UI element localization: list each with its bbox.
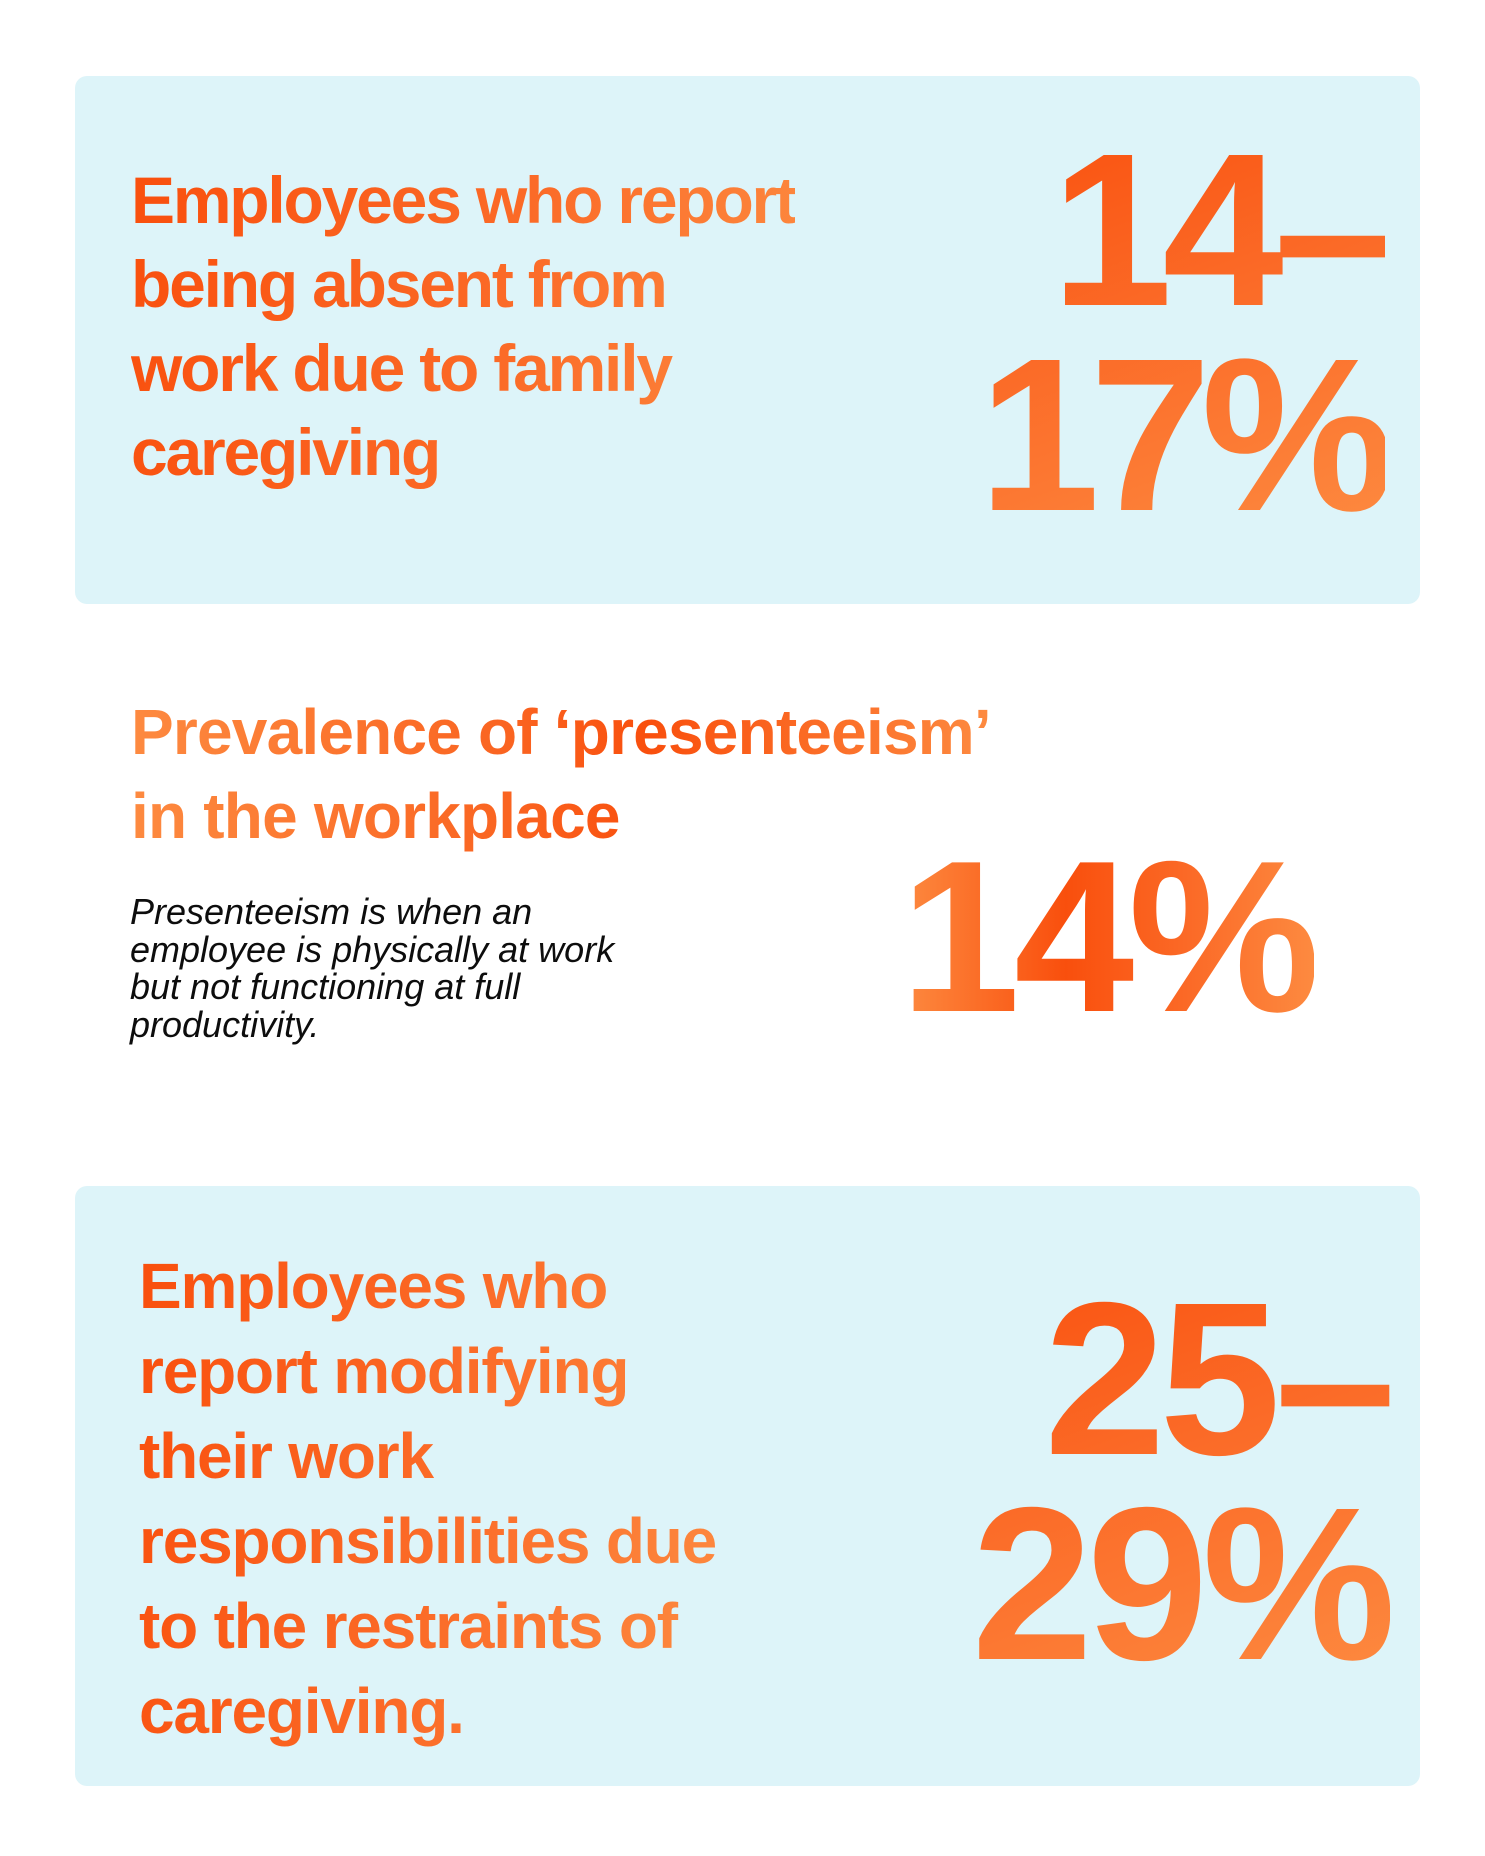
- heading-line: responsibilities due: [139, 1505, 717, 1577]
- stat-value-line: 14–: [1051, 109, 1385, 352]
- stat-heading-presenteeism: Prevalence of ‘presenteeism’ in the work…: [131, 690, 991, 858]
- stat-card-absenteeism: [75, 76, 1420, 604]
- heading-line: Prevalence of ‘presenteeism’: [131, 696, 991, 768]
- stat-value-absenteeism: 14– 17%: [965, 128, 1385, 538]
- heading-line: to the restraints of: [139, 1590, 677, 1662]
- stat-value-modified-responsibilities: 25– 29%: [900, 1277, 1390, 1687]
- heading-line: caregiving.: [139, 1675, 464, 1747]
- heading-line: being absent from: [131, 247, 666, 321]
- stat-value-line: 17%: [978, 314, 1385, 557]
- presenteeism-definition: Presenteeism is when an employee is phys…: [130, 893, 770, 1043]
- stat-value-presenteeism: 14%: [900, 815, 1320, 1057]
- definition-line: productivity.: [130, 1003, 320, 1045]
- heading-line: report modifying: [139, 1335, 629, 1407]
- heading-line: in the workplace: [131, 780, 620, 852]
- stat-heading-modified-responsibilities: Employees who report modifying their wor…: [139, 1244, 716, 1754]
- heading-line: Employees who report: [131, 163, 795, 237]
- stat-heading-absenteeism: Employees who report being absent from w…: [131, 158, 795, 494]
- heading-line: Employees who: [139, 1250, 608, 1322]
- stat-card-modified-responsibilities: [75, 1186, 1420, 1786]
- stat-value-line: 25–: [1044, 1258, 1390, 1501]
- definition-line: but not functioning at full: [130, 966, 521, 1007]
- definition-line: Presenteeism is when an: [130, 891, 533, 932]
- heading-line: caregiving: [131, 415, 440, 489]
- heading-line: work due to family: [131, 331, 671, 405]
- definition-line: employee is physically at work: [130, 928, 615, 970]
- stat-value-line: 29%: [971, 1463, 1390, 1706]
- heading-line: their work: [139, 1420, 433, 1492]
